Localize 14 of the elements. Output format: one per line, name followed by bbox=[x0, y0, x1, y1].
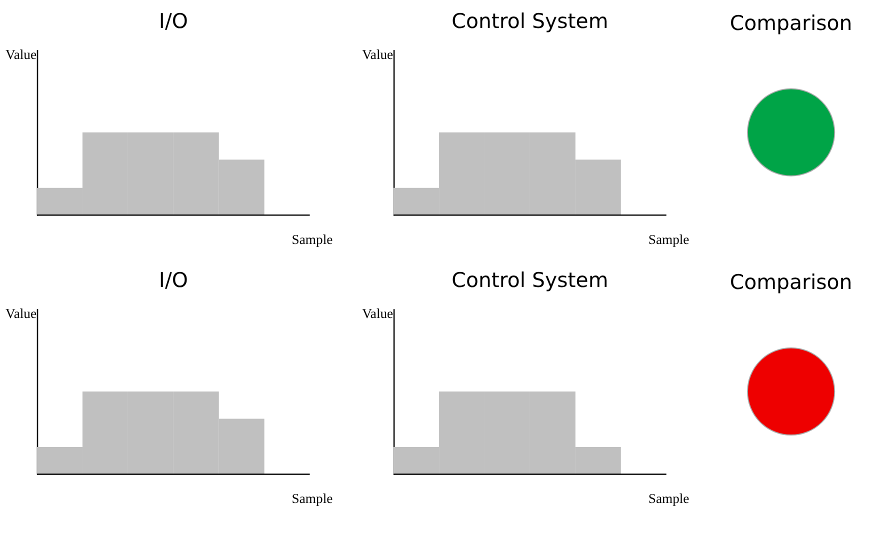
y-axis-title: Value bbox=[362, 46, 394, 62]
chart-title: I/O bbox=[158, 268, 188, 292]
text: Comparison bbox=[730, 270, 852, 294]
x-axis-title: Sample bbox=[292, 491, 333, 506]
x-axis-title: Sample bbox=[292, 232, 333, 247]
text: Comparison bbox=[730, 11, 852, 36]
y-axis-title: Value bbox=[6, 306, 37, 321]
chart-title: Control System bbox=[452, 268, 608, 292]
chart-title: Control System bbox=[452, 9, 608, 34]
y-axis-title: Value bbox=[6, 46, 37, 62]
x-axis-title: Sample bbox=[648, 232, 690, 247]
x-axis-title: Sample bbox=[648, 491, 690, 506]
y-axis-title: Value bbox=[362, 306, 394, 321]
chart-title: I/O bbox=[158, 9, 188, 34]
